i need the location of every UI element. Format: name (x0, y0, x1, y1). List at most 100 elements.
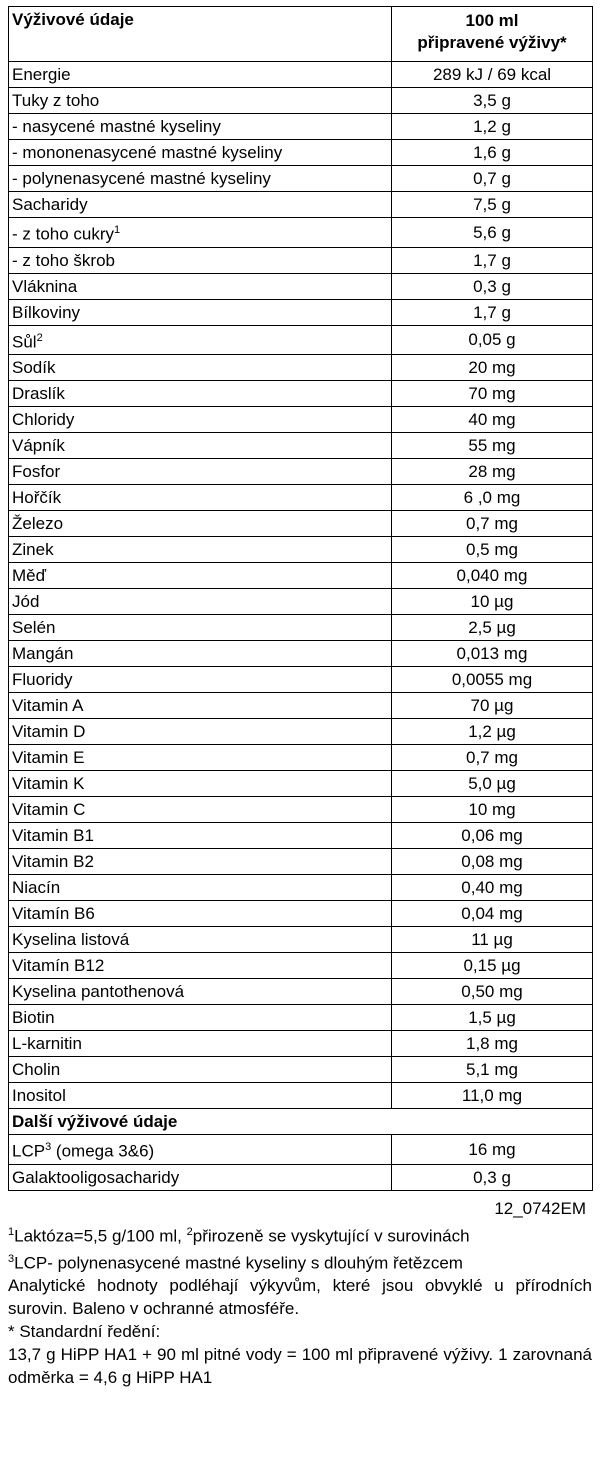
nutrient-label: Sacharidy (12, 195, 88, 214)
nutrient-label: Vitamin E (12, 748, 85, 768)
header-per-100ml: 100 ml připravené výživy* (391, 6, 593, 62)
table-row: Vitamin C 10 mg (8, 796, 593, 824)
nutrient-name: LCP3 (omega 3&6) (8, 1134, 392, 1165)
nutrient-label: Niacín (12, 878, 61, 898)
table-row: LCP3 (omega 3&6) 16 mg (8, 1134, 593, 1165)
nutrient-label: Vitamin D (12, 722, 86, 742)
nutrient-label: Vitamin C (12, 800, 86, 820)
table-row: Sodík 20 mg (8, 354, 593, 382)
table-row: - mononenasycené mastné kyseliny 1,6 g (8, 139, 593, 166)
table-row: Železo 0,7 mg (8, 510, 593, 538)
nutrient-value: 5,6 g (391, 217, 593, 248)
nutrition-label: Výživové údaje 100 ml připravené výživy*… (8, 6, 593, 1389)
header-prepared-food: připravené výživy* (417, 33, 567, 52)
nutrient-label: Vitamín B12 (12, 956, 105, 976)
table-row: Vitamín B6 0,04 mg (8, 900, 593, 928)
nutrient-label: Fosfor (12, 462, 61, 482)
nutrient-value: 0,06 mg (391, 822, 593, 850)
nutrient-label: Vitamin B1 (12, 826, 94, 846)
table-row: Kyselina pantothenová 0,50 mg (8, 978, 593, 1006)
table-row: Niacín 0,40 mg (8, 874, 593, 902)
nutrient-name: Bílkoviny (8, 298, 392, 326)
nutrient-label: - z toho škrob (12, 250, 115, 270)
nutrient-label: - z toho cukry (12, 224, 115, 244)
nutrient-value: 0,50 mg (391, 978, 593, 1006)
nutrient-name: Cholin (8, 1056, 392, 1084)
nutrient-label: Energie (12, 65, 71, 84)
nutrient-value: 1,6 g (391, 139, 593, 166)
nutrient-name: Mangán (8, 640, 392, 668)
nutrient-value: 0,04 mg (391, 900, 593, 928)
nutrient-label: Bílkoviny (12, 302, 81, 322)
nutrient-name: Měď (8, 562, 392, 590)
table-row: Vitamin B2 0,08 mg (8, 848, 593, 876)
nutrient-label: Sůl (12, 332, 37, 352)
footnote-ref: 3 (45, 1141, 52, 1154)
nutrient-value: 1,8 mg (391, 1030, 593, 1058)
nutrient-name: Fosfor (8, 458, 392, 486)
nutrient-value: 0,05 g (391, 324, 593, 356)
table-row: Galaktooligosacharidy 0,3 g (8, 1163, 593, 1191)
nutrient-value: 1,2 g (391, 113, 593, 140)
nutrient-name: Zinek (8, 536, 392, 564)
nutrient-value: 10 µg (391, 588, 593, 616)
nutrient-value: 0,7 mg (391, 510, 593, 538)
product-code: 12_0742EM (494, 1198, 586, 1218)
table-row: - nasycené mastné kyseliny 1,2 g (8, 113, 593, 140)
nutrient-value: 0,7 g (391, 165, 593, 192)
nutrient-label: Vitamin K (12, 774, 85, 794)
table-row: Měď 0,040 mg (8, 562, 593, 590)
table-row: Fosfor 28 mg (8, 458, 593, 486)
nutrient-label: Kyselina pantothenová (12, 982, 185, 1002)
table-row: Chloridy 40 mg (8, 406, 593, 434)
nutrient-label: Inositol (12, 1086, 66, 1106)
nutrient-name: - z toho cukry1 (8, 217, 392, 248)
nutrient-value: 55 mg (391, 432, 593, 460)
nutrient-label: - nasycené mastné kyseliny (12, 117, 221, 136)
table-row: Vitamin K 5,0 µg (8, 770, 593, 798)
nutrient-name: L-karnitin (8, 1030, 392, 1058)
nutrient-name: Energie (8, 61, 392, 88)
nutrient-label: LCP (12, 1141, 46, 1161)
nutrient-label: Hořčík (12, 488, 62, 508)
footnote-lactose: Laktóza=5,5 g/100 ml, (14, 1226, 187, 1246)
nutrient-label: Jód (12, 592, 40, 612)
table-row: Vitamin B1 0,06 mg (8, 822, 593, 850)
nutrient-name: Draslík (8, 380, 392, 408)
table-row: Vláknina 0,3 g (8, 272, 593, 300)
nutrient-name: Inositol (8, 1082, 392, 1110)
nutrient-value: 0,013 mg (391, 640, 593, 668)
table-row: Draslík 70 mg (8, 380, 593, 408)
nutrient-name: Hořčík (8, 484, 392, 512)
nutrient-label: Mangán (12, 644, 74, 664)
nutrient-value: 3,5 g (391, 87, 593, 114)
footnote-1-2: 1Laktóza=5,5 g/100 ml, 2přirozeně se vys… (8, 1221, 592, 1248)
nutrient-label: Vláknina (12, 276, 78, 296)
footnote-marker-1: 1 (8, 1225, 15, 1238)
table-row: Sacharidy 7,5 g (8, 191, 593, 218)
nutrient-value: 28 mg (391, 458, 593, 486)
nutrient-label: Tuky z toho (12, 91, 100, 110)
nutrient-name: Sacharidy (8, 191, 392, 218)
nutrient-value: 16 mg (391, 1134, 593, 1165)
nutrient-label: Biotin (12, 1008, 55, 1028)
nutrient-label: Vápník (12, 436, 65, 456)
footnote-ref: 1 (114, 224, 121, 236)
nutrition-table: Výživové údaje 100 ml připravené výživy*… (8, 6, 593, 1191)
nutrient-name: Kyselina listová (8, 926, 392, 954)
table-row: Hořčík 6 ,0 mg (8, 484, 593, 512)
footnote-natural: přirozeně se vyskytující v surovinách (192, 1226, 470, 1246)
table-row: Vitamín B12 0,15 µg (8, 952, 593, 980)
nutrient-value: 0,5 mg (391, 536, 593, 564)
nutrient-label: Vitamin A (12, 696, 84, 716)
nutrient-name: Biotin (8, 1004, 392, 1032)
nutrient-name: Vitamín B6 (8, 900, 392, 928)
table-row: - polynenasycené mastné kyseliny 0,7 g (8, 165, 593, 192)
nutrient-value: 0,0055 mg (391, 666, 593, 694)
nutrient-name: Niacín (8, 874, 392, 902)
nutrient-label: Draslík (12, 384, 65, 404)
nutrient-value: 20 mg (391, 354, 593, 382)
header-nutrition-facts: Výživové údaje (8, 6, 392, 62)
table-row: Sůl2 0,05 g (8, 324, 593, 356)
nutrient-name: Selén (8, 614, 392, 642)
